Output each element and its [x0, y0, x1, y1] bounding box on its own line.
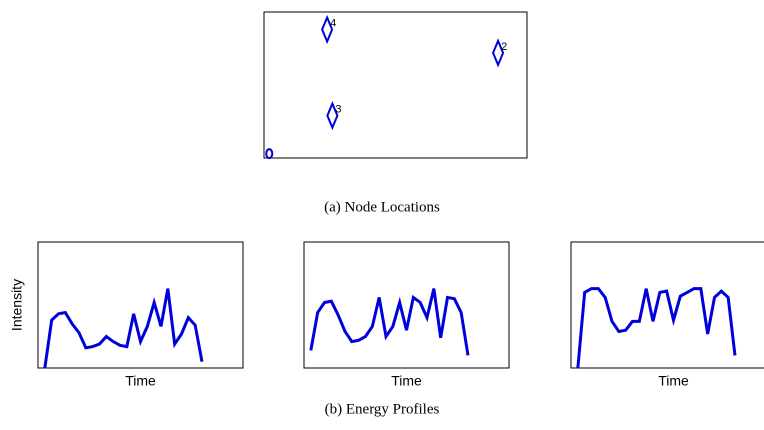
caption: (a) Node Locations — [324, 199, 440, 215]
energy-line — [309, 288, 470, 356]
plot-frame — [37, 241, 244, 369]
node-marker — [326, 101, 339, 131]
y-axis-label: Intensity — [9, 279, 25, 331]
node-marker — [491, 38, 505, 68]
plot-frame — [303, 241, 510, 369]
node-marker — [265, 148, 274, 160]
node-label: 4 — [330, 17, 336, 29]
energy-line — [576, 287, 737, 369]
x-axis-label: Time — [391, 373, 422, 389]
node-label: 2 — [501, 41, 507, 53]
node-label: 3 — [335, 104, 341, 116]
caption: (b) Energy Profiles — [325, 401, 440, 417]
x-axis-label: Time — [125, 373, 156, 389]
energy-line — [43, 288, 204, 369]
plot-frame — [263, 11, 528, 159]
node-marker — [321, 14, 334, 45]
plot-frame — [570, 241, 764, 369]
x-axis-label: Time — [658, 373, 689, 389]
